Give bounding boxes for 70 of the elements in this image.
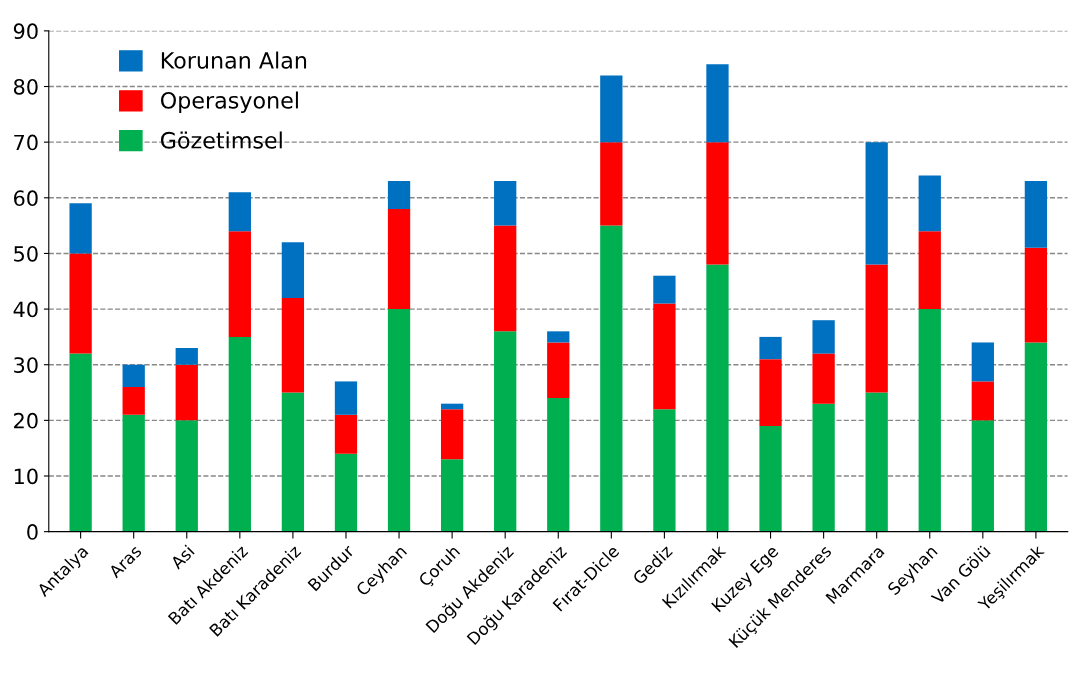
bar	[600, 75, 623, 143]
bar	[653, 409, 676, 532]
y-tick-label: 60	[14, 190, 38, 207]
bar	[334, 381, 358, 415]
bar	[971, 420, 994, 532]
bar	[387, 181, 411, 209]
bar	[547, 331, 570, 343]
bar	[865, 142, 888, 265]
bar	[440, 459, 464, 532]
bar	[122, 386, 145, 415]
bar	[122, 414, 145, 532]
bar	[122, 364, 145, 387]
bar	[387, 208, 411, 310]
bar	[1024, 342, 1048, 532]
y-tick-label: 80	[13, 78, 38, 95]
bar	[228, 336, 251, 532]
bar	[281, 392, 305, 532]
bar	[494, 225, 517, 332]
y-tick-label: 30	[14, 357, 38, 373]
bar	[387, 309, 411, 532]
bar	[440, 409, 464, 460]
bar	[1024, 181, 1048, 248]
y-tick-label: 10	[14, 468, 38, 485]
x-tick-label: Asi	[169, 544, 195, 570]
bar	[281, 242, 305, 298]
bar	[971, 381, 994, 421]
bar	[918, 231, 941, 310]
bar	[706, 264, 729, 532]
bar	[653, 303, 676, 410]
bar	[918, 309, 941, 532]
bar	[69, 253, 92, 354]
bar	[281, 297, 305, 393]
bar	[1024, 247, 1048, 343]
bar	[971, 342, 994, 382]
legend-label: Korunan Alan	[161, 51, 307, 69]
bar	[547, 398, 570, 532]
y-tick-label: 70	[14, 134, 38, 151]
bar	[759, 336, 782, 360]
bar	[759, 425, 782, 532]
bar	[706, 142, 729, 265]
bar	[334, 453, 358, 532]
y-tick-label: 90	[13, 23, 38, 40]
y-tick-label: 40	[13, 301, 38, 318]
bar	[706, 64, 729, 143]
bar	[865, 264, 888, 393]
bar	[228, 231, 251, 337]
bar	[69, 203, 92, 254]
y-tick-label: 50	[14, 245, 38, 262]
bar	[600, 142, 623, 226]
y-tick-label: 0	[27, 524, 38, 540]
bar	[494, 331, 517, 532]
legend-label: Gözetimsel	[160, 131, 282, 149]
bar	[69, 353, 92, 532]
bar	[759, 359, 782, 426]
bar	[228, 192, 251, 232]
bar	[918, 175, 941, 232]
bar	[175, 364, 198, 421]
bar	[812, 320, 835, 354]
bar	[175, 420, 198, 532]
bar	[812, 403, 835, 532]
bar	[547, 342, 570, 399]
bar	[600, 225, 623, 532]
bar	[812, 353, 835, 404]
y-tick-label: 20	[14, 412, 38, 429]
bar	[175, 348, 198, 365]
bar	[865, 392, 888, 532]
bar	[334, 414, 358, 454]
bar	[494, 181, 517, 226]
legend-label: Operasyonel	[160, 91, 298, 113]
bar	[653, 275, 676, 304]
